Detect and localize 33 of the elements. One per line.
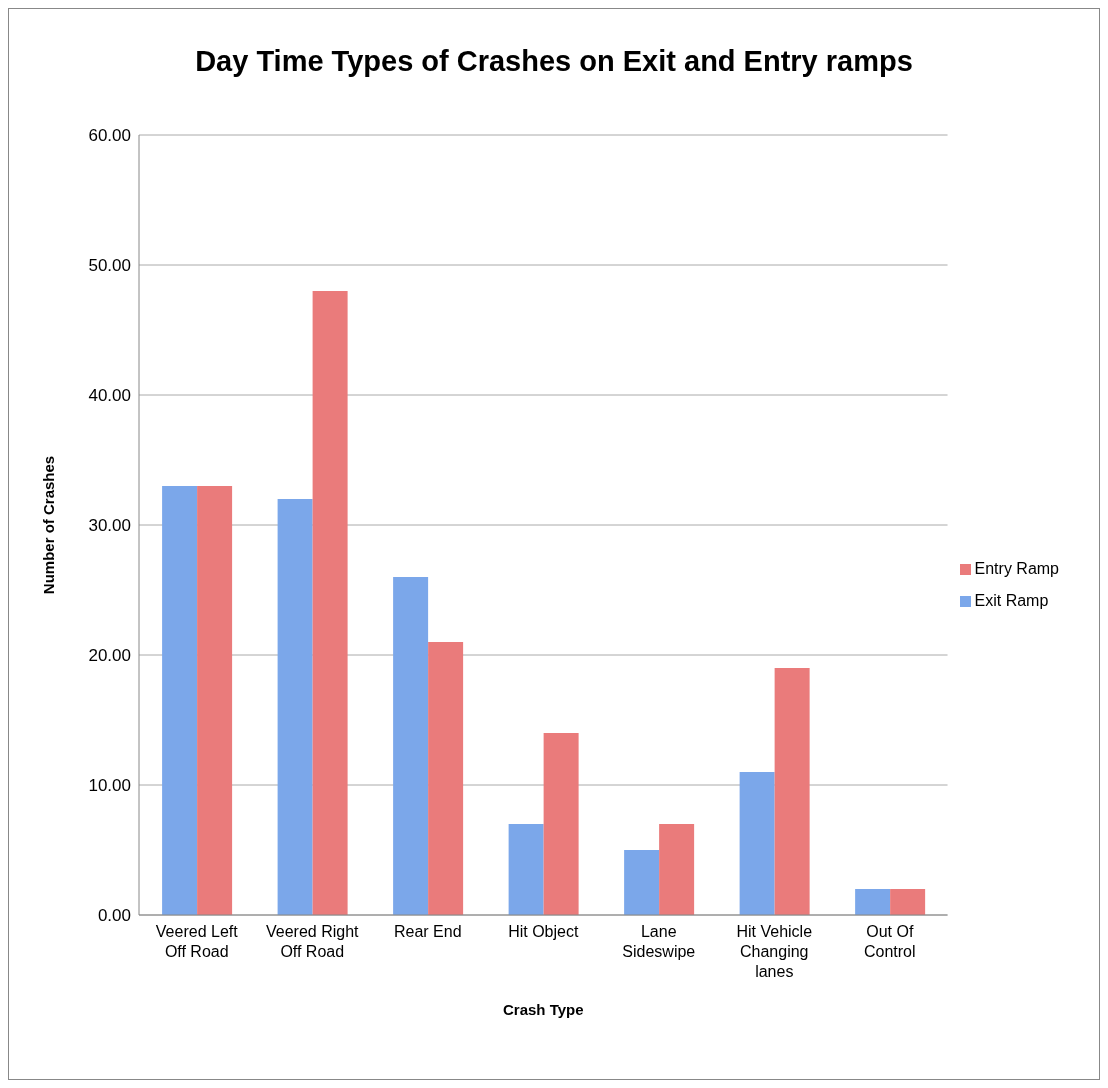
bar [543, 733, 579, 915]
x-tick-label: Lane Sideswipe [622, 923, 696, 960]
y-axis-title: Number of Crashes [40, 455, 58, 595]
bar [312, 291, 348, 915]
bar [739, 772, 775, 915]
bar [774, 668, 810, 915]
x-tick-label: Hit Vehicle Changing lanes [736, 923, 813, 980]
bar [624, 850, 660, 915]
bar [659, 824, 695, 915]
x-tick-label: Out Of Control [863, 923, 916, 960]
y-tick-label: 20.00 [88, 646, 131, 666]
y-tick-label: 50.00 [88, 256, 131, 276]
bar [393, 577, 429, 915]
bar [508, 824, 544, 915]
x-tick-label: Rear End [393, 923, 462, 940]
chart-title: Day Time Types of Crashes on Exit and Entry ramps [194, 45, 914, 79]
legend-label: Entry Ramp [974, 560, 1059, 577]
y-tick-label: 60.00 [88, 126, 131, 146]
bar [162, 486, 198, 915]
bar [890, 889, 926, 915]
x-axis-title: Crash Type [502, 1001, 584, 1018]
legend-label: Exit Ramp [974, 592, 1049, 609]
x-tick-label: Veered Left Off Road [155, 923, 239, 960]
bar [428, 642, 464, 915]
y-tick-label: 30.00 [88, 516, 131, 536]
y-tick-label: 40.00 [88, 386, 131, 406]
bar [855, 889, 891, 915]
x-tick-label: Hit Object [508, 923, 579, 940]
y-tick-label: 0.00 [97, 906, 131, 926]
bar [277, 499, 313, 915]
x-tick-label: Veered Right Off Road [266, 923, 360, 960]
bar [197, 486, 233, 915]
y-tick-label: 10.00 [88, 776, 131, 796]
